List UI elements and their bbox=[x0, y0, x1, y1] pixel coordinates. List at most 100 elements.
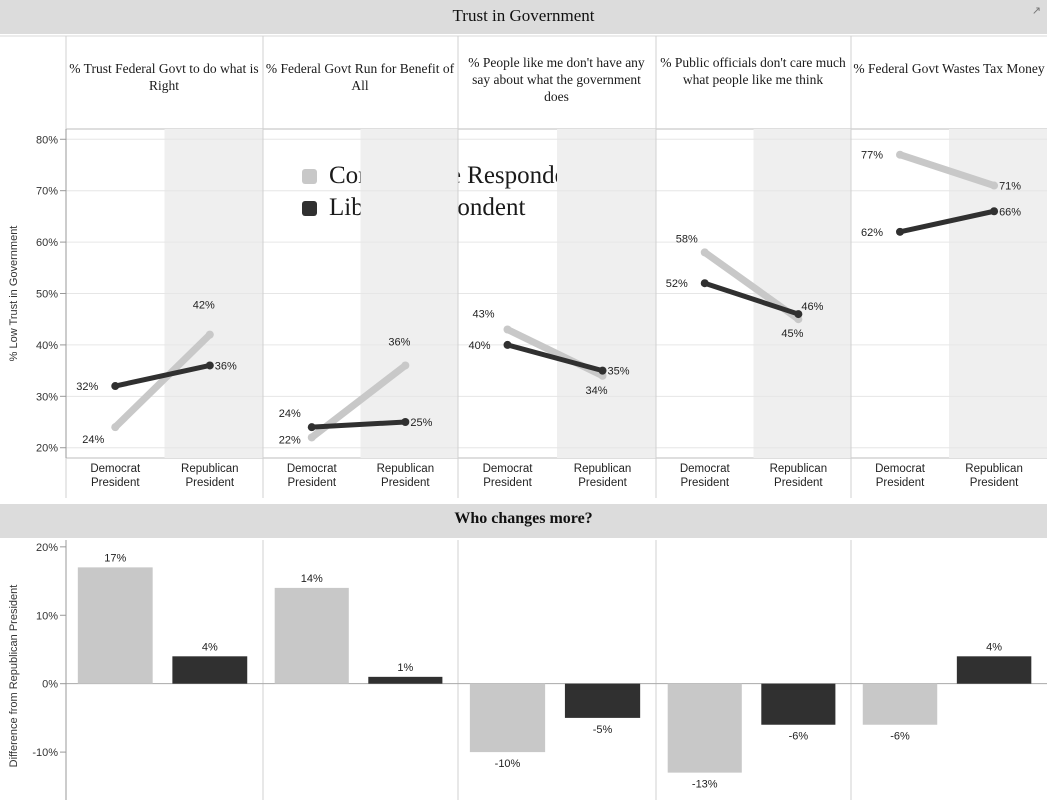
point-liberal bbox=[205, 361, 214, 370]
legend-item-liberal: Liberal Respondent bbox=[302, 192, 585, 224]
point-liberal bbox=[503, 340, 512, 349]
bar-liberal-4 bbox=[761, 683, 836, 725]
chart-title: Trust in Government bbox=[452, 6, 595, 25]
line-conservative-3 bbox=[504, 325, 607, 380]
data-label: 45% bbox=[781, 328, 803, 340]
line-conservative-2 bbox=[308, 361, 409, 441]
x-tick-label: Republican bbox=[377, 463, 435, 475]
bar-label: 4% bbox=[986, 641, 1002, 653]
x-tick-label: President bbox=[970, 477, 1019, 489]
data-label: 66% bbox=[999, 206, 1021, 218]
bar-label: 4% bbox=[202, 641, 218, 653]
y-tick-label: -10% bbox=[32, 747, 58, 759]
point-conservative bbox=[401, 361, 410, 370]
bar-conservative-4 bbox=[667, 683, 742, 773]
x-tick-label: Democrat bbox=[287, 463, 338, 475]
lower-title-band bbox=[0, 504, 1047, 538]
y-tick-label: 20% bbox=[36, 443, 58, 455]
line-conservative-1 bbox=[111, 331, 214, 431]
bar-label: 17% bbox=[104, 552, 126, 564]
panel-title-2: % Federal Govt Run for Benefit of All bbox=[265, 61, 455, 93]
bar-label: -13% bbox=[692, 779, 718, 791]
x-tick-label: President bbox=[774, 477, 823, 489]
y-tick-label: 0% bbox=[42, 679, 58, 691]
data-label: 36% bbox=[215, 360, 237, 372]
point-conservative bbox=[896, 150, 904, 159]
panel-title-3: % People like me don't have any say abou… bbox=[468, 55, 645, 104]
bar-conservative-3 bbox=[469, 683, 546, 753]
point-conservative bbox=[700, 248, 709, 257]
republican-shade-4 bbox=[753, 129, 851, 458]
y-tick-label: 80% bbox=[36, 134, 58, 146]
lower-chart-title: Who changes more? bbox=[454, 510, 593, 527]
data-label: 46% bbox=[801, 301, 823, 313]
x-tick-label: Republican bbox=[965, 463, 1023, 475]
bar-liberal-1 bbox=[172, 656, 248, 684]
x-tick-label: Democrat bbox=[90, 463, 141, 475]
y-tick-label: 70% bbox=[36, 186, 58, 198]
point-liberal bbox=[990, 207, 999, 216]
point-liberal bbox=[896, 227, 904, 236]
data-label: 52% bbox=[666, 278, 688, 290]
x-tick-label: President bbox=[483, 477, 532, 489]
legend-label-liberal: Liberal Respondent bbox=[329, 194, 526, 221]
lower-y-axis-title: Difference from Republican President bbox=[8, 585, 20, 768]
point-liberal bbox=[700, 279, 709, 288]
point-conservative bbox=[503, 325, 512, 334]
point-conservative bbox=[111, 423, 120, 432]
x-tick-label: President bbox=[680, 477, 729, 489]
line-liberal-4 bbox=[702, 280, 801, 317]
data-label: 24% bbox=[279, 408, 301, 420]
popout-icon[interactable]: ↗ bbox=[1031, 4, 1041, 17]
line-liberal-3 bbox=[505, 342, 606, 374]
x-tick-label: Republican bbox=[181, 463, 239, 475]
point-conservative bbox=[598, 371, 607, 380]
y-axis-title: % Low Trust in Government bbox=[8, 226, 20, 362]
data-label: 58% bbox=[676, 233, 698, 245]
republican-shade-1 bbox=[164, 129, 263, 458]
y-tick-label: 30% bbox=[36, 391, 58, 403]
line-liberal-2 bbox=[309, 419, 408, 430]
point-conservative bbox=[307, 433, 316, 442]
x-tick-label: Democrat bbox=[875, 463, 926, 475]
legend-item-conservative: Conservative Respondent bbox=[302, 160, 585, 192]
bar-label: -6% bbox=[890, 731, 910, 743]
x-tick-label: President bbox=[91, 477, 140, 489]
point-liberal bbox=[794, 310, 803, 319]
x-tick-label: President bbox=[578, 477, 627, 489]
data-label: 32% bbox=[76, 381, 98, 393]
x-tick-label: Democrat bbox=[680, 463, 731, 475]
top-title-band bbox=[0, 0, 1047, 34]
legend: Conservative Respondent Liberal Responde… bbox=[302, 160, 585, 224]
x-tick-label: President bbox=[876, 477, 925, 489]
bar-liberal-5 bbox=[956, 656, 1032, 684]
x-tick-label: Republican bbox=[574, 463, 632, 475]
data-label: 71% bbox=[999, 181, 1021, 193]
data-label: 77% bbox=[861, 150, 883, 162]
panel-title-4: % Public officials don't care much what … bbox=[660, 55, 846, 87]
y-tick-label: 20% bbox=[36, 542, 58, 554]
point-conservative bbox=[794, 315, 803, 324]
y-tick-label: 10% bbox=[36, 610, 58, 622]
bar-liberal-3 bbox=[564, 683, 641, 718]
bar-label: 14% bbox=[301, 573, 323, 585]
data-label: 34% bbox=[586, 385, 608, 397]
bar-conservative-1 bbox=[77, 567, 153, 684]
data-label: 43% bbox=[472, 308, 494, 320]
bar-conservative-2 bbox=[274, 587, 349, 684]
y-tick-label: 40% bbox=[36, 340, 58, 352]
bar-label: -5% bbox=[593, 724, 613, 736]
legend-label-conservative: Conservative Respondent bbox=[329, 162, 586, 189]
data-label: 24% bbox=[82, 434, 104, 446]
data-label: 25% bbox=[410, 417, 432, 429]
bar-conservative-5 bbox=[862, 683, 938, 725]
panel-title-1: % Trust Federal Govt to do what is Right bbox=[69, 61, 259, 93]
x-tick-label: President bbox=[287, 477, 336, 489]
y-tick-label: 60% bbox=[36, 237, 58, 249]
point-liberal bbox=[111, 382, 120, 391]
panel-title-5: % Federal Govt Wastes Tax Money bbox=[853, 61, 1045, 76]
data-label: 35% bbox=[608, 366, 630, 378]
data-label: 22% bbox=[279, 434, 301, 446]
x-tick-label: Democrat bbox=[483, 463, 534, 475]
line-liberal-1 bbox=[112, 362, 213, 389]
